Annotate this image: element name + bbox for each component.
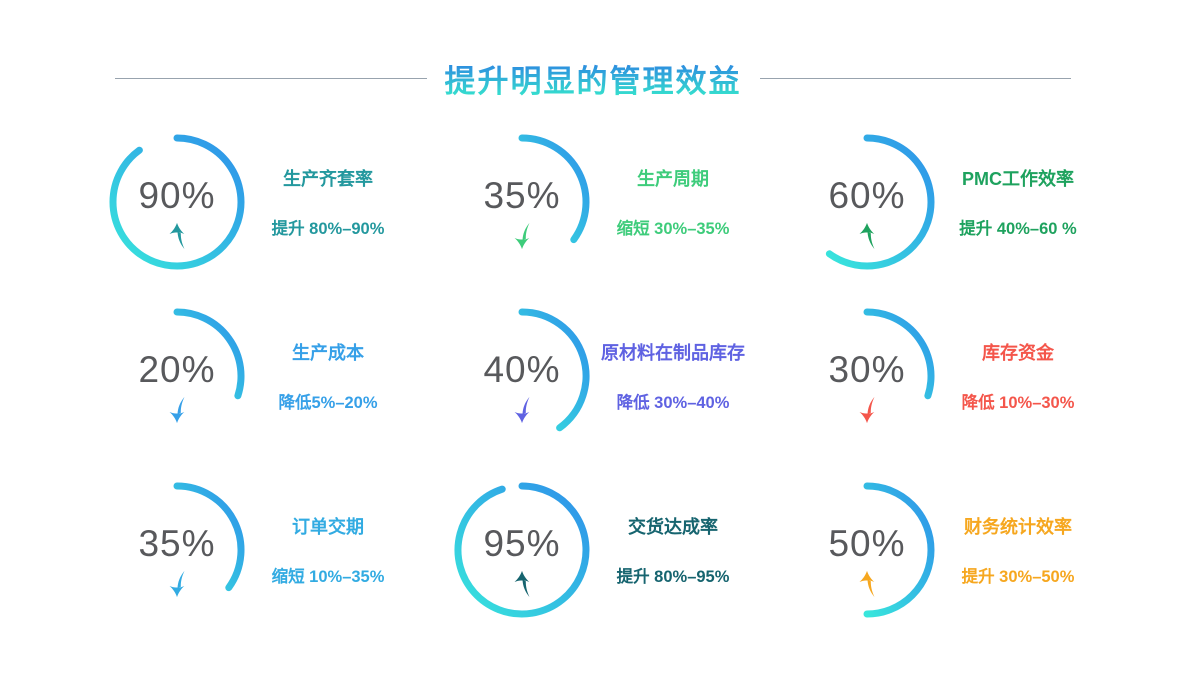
gauge-percent-value: 40% <box>483 349 561 390</box>
trend-arrow-up-icon <box>859 570 875 598</box>
gauge-ring: 90% <box>107 132 247 272</box>
gauge-percent-value: 90% <box>138 175 216 216</box>
gauge-card: 95% 交货达成率 提升 80%–95% <box>452 463 797 637</box>
gauge-ring: 35% <box>452 132 592 272</box>
metric-range: 降低 30%–40% <box>616 394 730 412</box>
gauge-percent-value: 95% <box>483 523 561 564</box>
gauge-percent-value: 20% <box>138 349 216 390</box>
gauge-card: 90% 生产齐套率 提升 80%–90% <box>107 115 452 289</box>
metric-label: 财务统计效率 <box>964 517 1072 537</box>
metric-label: 原材料在制品库存 <box>601 343 745 363</box>
metric-label: 订单交期 <box>292 517 364 537</box>
gauge-ring-chart <box>173 482 245 592</box>
title-divider-left <box>115 78 427 79</box>
metric-range: 缩短 10%–35% <box>271 568 385 586</box>
page-title: 提升明显的管理效益 <box>445 56 742 101</box>
trend-arrow-up-icon <box>514 570 530 598</box>
metric-range: 提升 30%–50% <box>961 568 1075 586</box>
gauge-ring-chart <box>518 308 590 432</box>
gauge-percent-value: 30% <box>828 349 906 390</box>
gauge-info: 交货达成率 提升 80%–95% <box>592 513 754 587</box>
title-divider-right <box>759 78 1071 79</box>
trend-arrow-up-icon <box>859 222 875 250</box>
gauge-card: 60% PMC工作效率 提升 40%–60 % <box>797 115 1142 289</box>
metric-range: 提升 80%–90% <box>271 220 385 238</box>
gauge-info: 库存资金 降低 10%–30% <box>937 339 1099 413</box>
gauge-card: 40% 原材料在制品库存 降低 30%–40% <box>452 289 797 463</box>
gauge-ring-chart <box>863 308 935 400</box>
trend-arrow-down-icon <box>514 222 530 250</box>
metric-label: 生产成本 <box>292 343 364 363</box>
gauge-card: 35% 订单交期 缩短 10%–35% <box>107 463 452 637</box>
metric-range: 降低 10%–30% <box>961 394 1075 412</box>
metric-label: 库存资金 <box>982 343 1054 363</box>
trend-arrow-down-icon <box>169 396 185 424</box>
gauge-ring-chart <box>825 134 935 270</box>
gauge-ring: 95% <box>452 480 592 620</box>
trend-arrow-down-icon <box>169 570 185 598</box>
gauge-info: 生产齐套率 提升 80%–90% <box>247 165 409 239</box>
gauge-ring: 40% <box>452 306 592 446</box>
gauge-card: 35% 生产周期 缩短 30%–35% <box>452 115 797 289</box>
gauge-ring: 60% <box>797 132 937 272</box>
metric-range: 提升 40%–60 % <box>959 220 1077 238</box>
trend-arrow-down-icon <box>514 396 530 424</box>
gauge-percent-value: 35% <box>483 175 561 216</box>
gauge-ring: 50% <box>797 480 937 620</box>
metric-label: 生产周期 <box>637 169 709 189</box>
metric-label: 生产齐套率 <box>283 169 373 189</box>
gauge-ring: 30% <box>797 306 937 446</box>
gauge-ring-chart <box>109 134 245 270</box>
gauge-percent-value: 50% <box>828 523 906 564</box>
gauge-info: 生产成本 降低5%–20% <box>247 339 409 413</box>
gauge-info: 订单交期 缩短 10%–35% <box>247 513 409 587</box>
gauge-ring-chart <box>173 308 245 400</box>
gauge-info: 生产周期 缩短 30%–35% <box>592 165 754 239</box>
gauge-ring-chart <box>518 134 590 244</box>
metric-label: PMC工作效率 <box>962 169 1074 189</box>
gauge-percent-value: 60% <box>828 175 906 216</box>
metric-range: 提升 80%–95% <box>616 568 730 586</box>
gauge-info: 财务统计效率 提升 30%–50% <box>937 513 1099 587</box>
gauge-card: 30% 库存资金 降低 10%–30% <box>797 289 1142 463</box>
metric-label: 交货达成率 <box>628 517 718 537</box>
gauge-card: 50% 财务统计效率 提升 30%–50% <box>797 463 1142 637</box>
header: 提升明显的管理效益 <box>115 0 1071 101</box>
gauge-percent-value: 35% <box>138 523 216 564</box>
gauge-ring: 35% <box>107 480 247 620</box>
gauge-card: 20% 生产成本 降低5%–20% <box>107 289 452 463</box>
gauge-grid: 90% 生产齐套率 提升 80%–90% 35% 生产周期 缩短 30%–35%… <box>107 115 1186 637</box>
gauge-info: 原材料在制品库存 降低 30%–40% <box>592 339 754 413</box>
metric-range: 降低5%–20% <box>278 394 378 412</box>
gauge-ring-chart <box>454 482 590 618</box>
trend-arrow-up-icon <box>169 222 185 250</box>
gauge-ring-chart <box>863 482 935 618</box>
gauge-ring: 20% <box>107 306 247 446</box>
trend-arrow-down-icon <box>859 396 875 424</box>
metric-range: 缩短 30%–35% <box>616 220 730 238</box>
gauge-info: PMC工作效率 提升 40%–60 % <box>937 165 1099 239</box>
